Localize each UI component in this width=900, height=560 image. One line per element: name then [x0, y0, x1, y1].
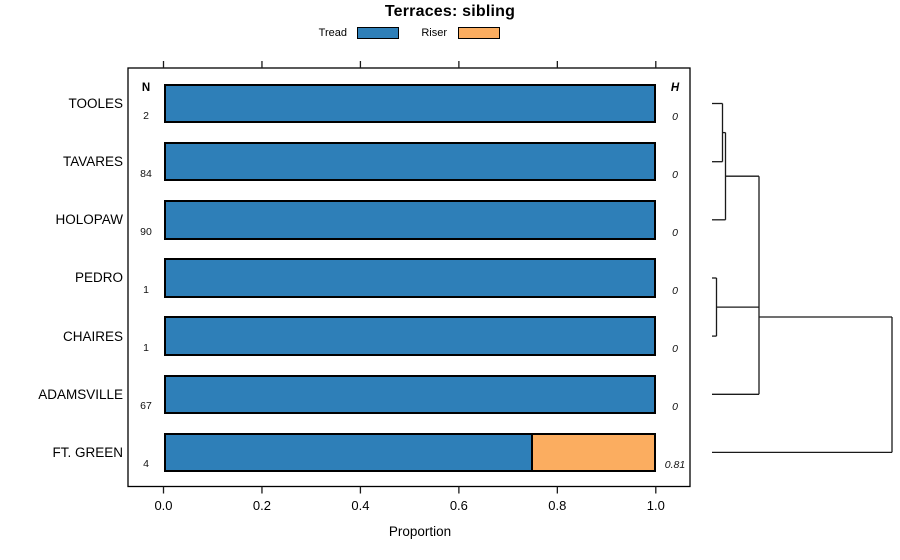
- row-label: FT. GREEN: [52, 444, 123, 460]
- n-value: 1: [143, 283, 149, 296]
- plot-frame: [127, 67, 691, 488]
- n-value: 67: [140, 400, 152, 413]
- n-value: 90: [140, 225, 152, 238]
- x-tick-label: 1.0: [646, 498, 665, 513]
- x-tick-label: 0.6: [449, 498, 468, 513]
- x-tick-label: 0.4: [351, 498, 370, 513]
- chart-title: Terraces: sibling: [384, 3, 516, 20]
- n-value: 1: [143, 342, 149, 355]
- riser-bar-segment: [530, 432, 656, 473]
- tread-bar-segment: [163, 316, 656, 356]
- tread-bar-segment: [163, 374, 656, 414]
- tread-legend-swatch: [357, 27, 399, 39]
- row-label: TOOLES: [68, 96, 123, 111]
- tread-bar-segment: [163, 258, 656, 298]
- n-value: 84: [140, 167, 152, 180]
- n-value: 4: [143, 458, 149, 471]
- riser-legend-swatch: [458, 27, 500, 39]
- row-label: HOLOPAW: [55, 212, 123, 228]
- n-column-header: N: [141, 82, 151, 94]
- tread-bar-segment: [163, 83, 656, 124]
- tread-bar-segment: [163, 141, 656, 182]
- x-tick-label: 0.0: [154, 498, 173, 513]
- h-column-header: H: [670, 82, 680, 94]
- legend-label-riser: Riser: [421, 27, 447, 39]
- h-value: 0: [672, 401, 678, 414]
- row-label: TAVARES: [62, 154, 123, 170]
- h-value: 0: [672, 168, 678, 181]
- legend-label-tread: Tread: [318, 27, 347, 39]
- h-value: 0: [672, 284, 678, 297]
- n-value: 2: [143, 109, 149, 122]
- h-value: 0.81: [664, 459, 686, 472]
- h-value: 0: [672, 226, 678, 239]
- tread-bar-segment: [163, 432, 533, 473]
- tread-bar-segment: [163, 200, 656, 240]
- row-label: ADAMSVILLE: [38, 386, 123, 402]
- h-value: 0: [672, 110, 678, 123]
- x-tick-label: 0.2: [252, 498, 271, 513]
- row-label: PEDRO: [74, 270, 123, 286]
- row-label: CHAIRES: [62, 328, 123, 344]
- x-axis-label: Proportion: [388, 524, 452, 539]
- h-value: 0: [672, 343, 678, 356]
- x-tick-label: 0.8: [548, 498, 567, 513]
